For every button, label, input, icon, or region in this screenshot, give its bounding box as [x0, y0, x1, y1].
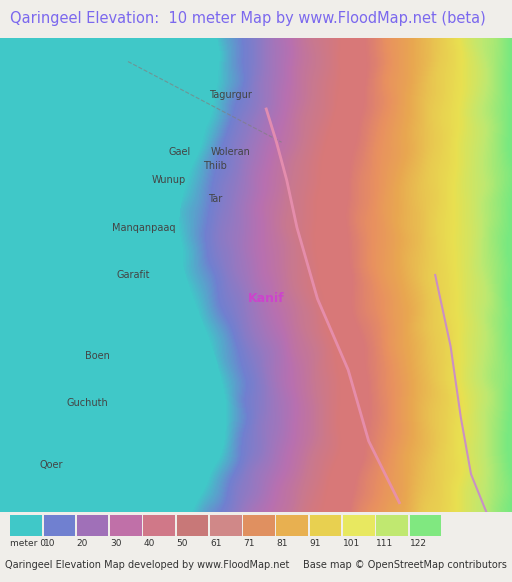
Text: Manqanpaaq: Manqanpaaq — [112, 222, 175, 233]
Text: Guchuth: Guchuth — [66, 398, 108, 408]
Text: 122: 122 — [410, 539, 426, 548]
FancyBboxPatch shape — [143, 515, 175, 535]
Text: Qaringeel Elevation Map developed by www.FloodMap.net: Qaringeel Elevation Map developed by www… — [5, 560, 289, 570]
FancyBboxPatch shape — [10, 515, 42, 535]
Text: Woleran: Woleran — [210, 147, 250, 157]
FancyBboxPatch shape — [210, 515, 242, 535]
Text: Qaringeel Elevation:  10 meter Map by www.FloodMap.net (beta): Qaringeel Elevation: 10 meter Map by www… — [10, 12, 486, 26]
FancyBboxPatch shape — [376, 515, 408, 535]
FancyBboxPatch shape — [276, 515, 308, 535]
Text: 20: 20 — [77, 539, 88, 548]
Text: 10: 10 — [44, 539, 55, 548]
FancyBboxPatch shape — [310, 515, 342, 535]
FancyBboxPatch shape — [343, 515, 375, 535]
Text: 71: 71 — [243, 539, 254, 548]
Text: Base map © OpenStreetMap contributors: Base map © OpenStreetMap contributors — [303, 560, 507, 570]
Text: Tar: Tar — [208, 194, 222, 204]
Text: 61: 61 — [210, 539, 221, 548]
Text: 50: 50 — [177, 539, 188, 548]
Text: 101: 101 — [343, 539, 360, 548]
Text: Tagurgur: Tagurgur — [209, 90, 252, 100]
Text: 40: 40 — [143, 539, 155, 548]
Text: Garafit: Garafit — [116, 270, 150, 280]
FancyBboxPatch shape — [410, 515, 441, 535]
Text: Thiib: Thiib — [203, 161, 227, 171]
Text: Kanif: Kanif — [248, 292, 285, 305]
Text: 30: 30 — [110, 539, 121, 548]
Text: 91: 91 — [310, 539, 321, 548]
Text: Wunup: Wunup — [152, 175, 186, 185]
Text: Gael: Gael — [168, 147, 190, 157]
FancyBboxPatch shape — [77, 515, 109, 535]
Text: meter 0: meter 0 — [10, 539, 46, 548]
Text: 111: 111 — [376, 539, 394, 548]
FancyBboxPatch shape — [110, 515, 142, 535]
Text: Boen: Boen — [85, 350, 110, 361]
Text: 81: 81 — [276, 539, 288, 548]
Text: Qoer: Qoer — [39, 460, 63, 470]
FancyBboxPatch shape — [177, 515, 208, 535]
FancyBboxPatch shape — [44, 515, 75, 535]
FancyBboxPatch shape — [243, 515, 275, 535]
